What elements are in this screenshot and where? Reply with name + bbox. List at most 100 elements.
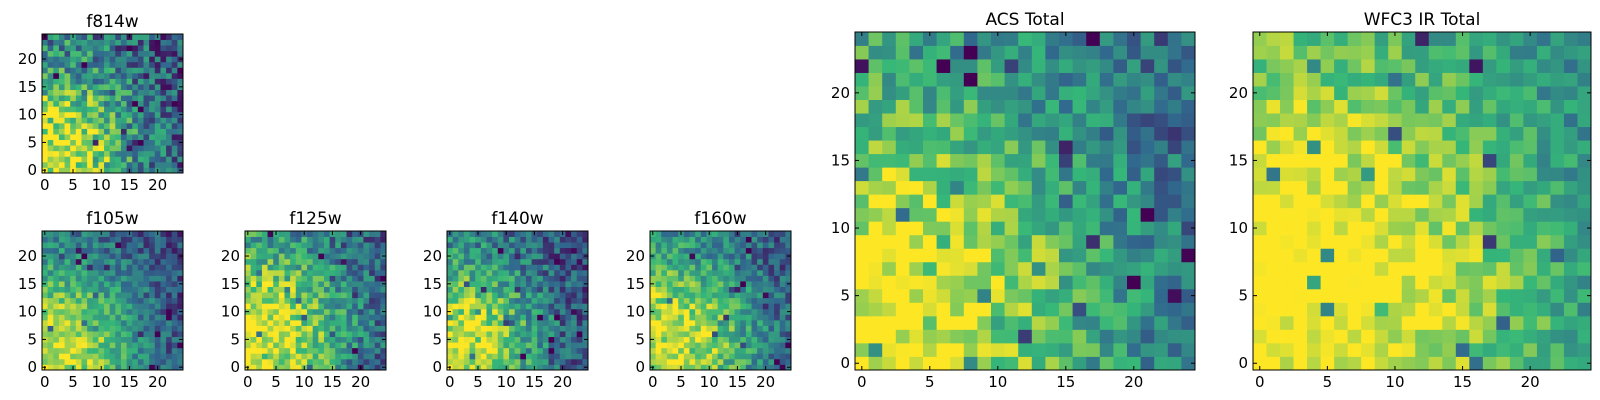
heatmap-cell (950, 59, 965, 73)
heatmap-cell (458, 292, 465, 299)
heatmap-cell (109, 342, 116, 349)
heatmap-cell (1428, 261, 1443, 276)
heatmap-cell (785, 325, 792, 332)
heatmap-cell (723, 347, 730, 354)
heatmap-cell (267, 231, 274, 237)
heatmap-cell (950, 140, 965, 155)
heatmap-cell (42, 145, 49, 152)
heatmap-cell (295, 281, 302, 287)
heatmap-cell (700, 314, 707, 321)
heatmap-cell (774, 314, 781, 321)
heatmap-cell (143, 161, 150, 168)
heatmap-cell (571, 292, 578, 299)
heatmap-cell (261, 319, 268, 326)
heatmap-cell (160, 347, 167, 354)
heatmap-cell (571, 264, 578, 271)
heatmap-cell (458, 358, 465, 365)
heatmap-cell (768, 347, 775, 354)
heatmap-cell (171, 258, 178, 265)
heatmap-cell (740, 342, 747, 349)
heatmap-cell (278, 258, 285, 265)
heatmap-cell (565, 281, 572, 287)
heatmap-cell (723, 264, 730, 271)
heatmap-cell (42, 128, 49, 135)
heatmap-cell (1334, 261, 1349, 276)
heatmap-cell (1253, 113, 1267, 128)
heatmap-cell (717, 281, 724, 287)
x-tick-label: 0 (445, 373, 455, 391)
heatmap-cell (1004, 72, 1019, 87)
heatmap-cell (712, 325, 719, 332)
heatmap-cell (171, 269, 178, 276)
heatmap-cell (452, 269, 459, 276)
heatmap-cell (104, 78, 111, 85)
heatmap-cell (936, 315, 951, 330)
heatmap-cell (1523, 302, 1538, 317)
heatmap-cell (977, 140, 992, 155)
heatmap-cell (503, 308, 510, 315)
heatmap-cell (689, 297, 696, 304)
heatmap-cell (92, 308, 99, 315)
heatmap-cell (1374, 59, 1389, 73)
heatmap-cell (1442, 140, 1457, 155)
heatmap-cell (1266, 153, 1281, 168)
heatmap-cell (723, 269, 730, 276)
heatmap-cell (751, 292, 758, 299)
heatmap-cell (47, 314, 54, 321)
heatmap-cell (762, 275, 769, 282)
heatmap-cell (160, 167, 167, 174)
heatmap-cell (250, 253, 257, 260)
heatmap-cell (295, 353, 302, 360)
heatmap-cell (559, 303, 566, 310)
heatmap-cell (855, 288, 869, 303)
heatmap-cell (1320, 32, 1335, 46)
heatmap-cell (126, 67, 133, 74)
heatmap-cell (312, 347, 319, 354)
heatmap-cell (295, 364, 302, 371)
heatmap-cell (98, 236, 105, 243)
heatmap-cell (1140, 194, 1155, 209)
heatmap-cell (537, 258, 544, 265)
heatmap-cell (267, 258, 274, 265)
heatmap-cell (1045, 113, 1060, 128)
heatmap-cell (1307, 72, 1321, 87)
heatmap-cell (1523, 248, 1538, 263)
heatmap-cell (143, 269, 150, 276)
heatmap-cell (290, 358, 297, 365)
heatmap-cell (1293, 59, 1308, 73)
heatmap-cell (132, 56, 139, 63)
heatmap-cell (1154, 207, 1169, 222)
heatmap-cell (374, 231, 381, 237)
heatmap-cell (991, 99, 1005, 114)
heatmap-cell (318, 314, 325, 321)
heatmap-cell (779, 231, 786, 237)
heatmap-cell (520, 314, 527, 321)
heatmap-cell (1563, 329, 1578, 344)
heatmap-cell (728, 292, 735, 299)
heatmap-cell (87, 145, 94, 152)
heatmap-cell (1334, 275, 1349, 290)
heatmap-cell (58, 89, 65, 96)
heatmap-cell (1442, 72, 1457, 87)
heatmap-cell (47, 242, 54, 249)
heatmap-cell (143, 106, 150, 113)
heatmap-cell (374, 303, 381, 310)
heatmap-cell (757, 258, 764, 265)
heatmap-cell (301, 292, 308, 299)
heatmap-cell (559, 264, 566, 271)
heatmap-cell (1031, 248, 1046, 263)
heatmap-cell (290, 286, 297, 293)
heatmap-cell (295, 292, 302, 299)
heatmap-cell (520, 347, 527, 354)
heatmap-cell (64, 150, 71, 157)
heatmap-cell (520, 325, 527, 332)
heatmap-cell (548, 264, 555, 271)
heatmap-cell (87, 56, 94, 63)
heatmap-cell (81, 100, 88, 107)
heatmap-cell (779, 303, 786, 310)
heatmap-cell (70, 236, 77, 243)
heatmap-cell (740, 269, 747, 276)
heatmap-cell (75, 258, 82, 265)
x-tick-label: 5 (1323, 373, 1333, 391)
